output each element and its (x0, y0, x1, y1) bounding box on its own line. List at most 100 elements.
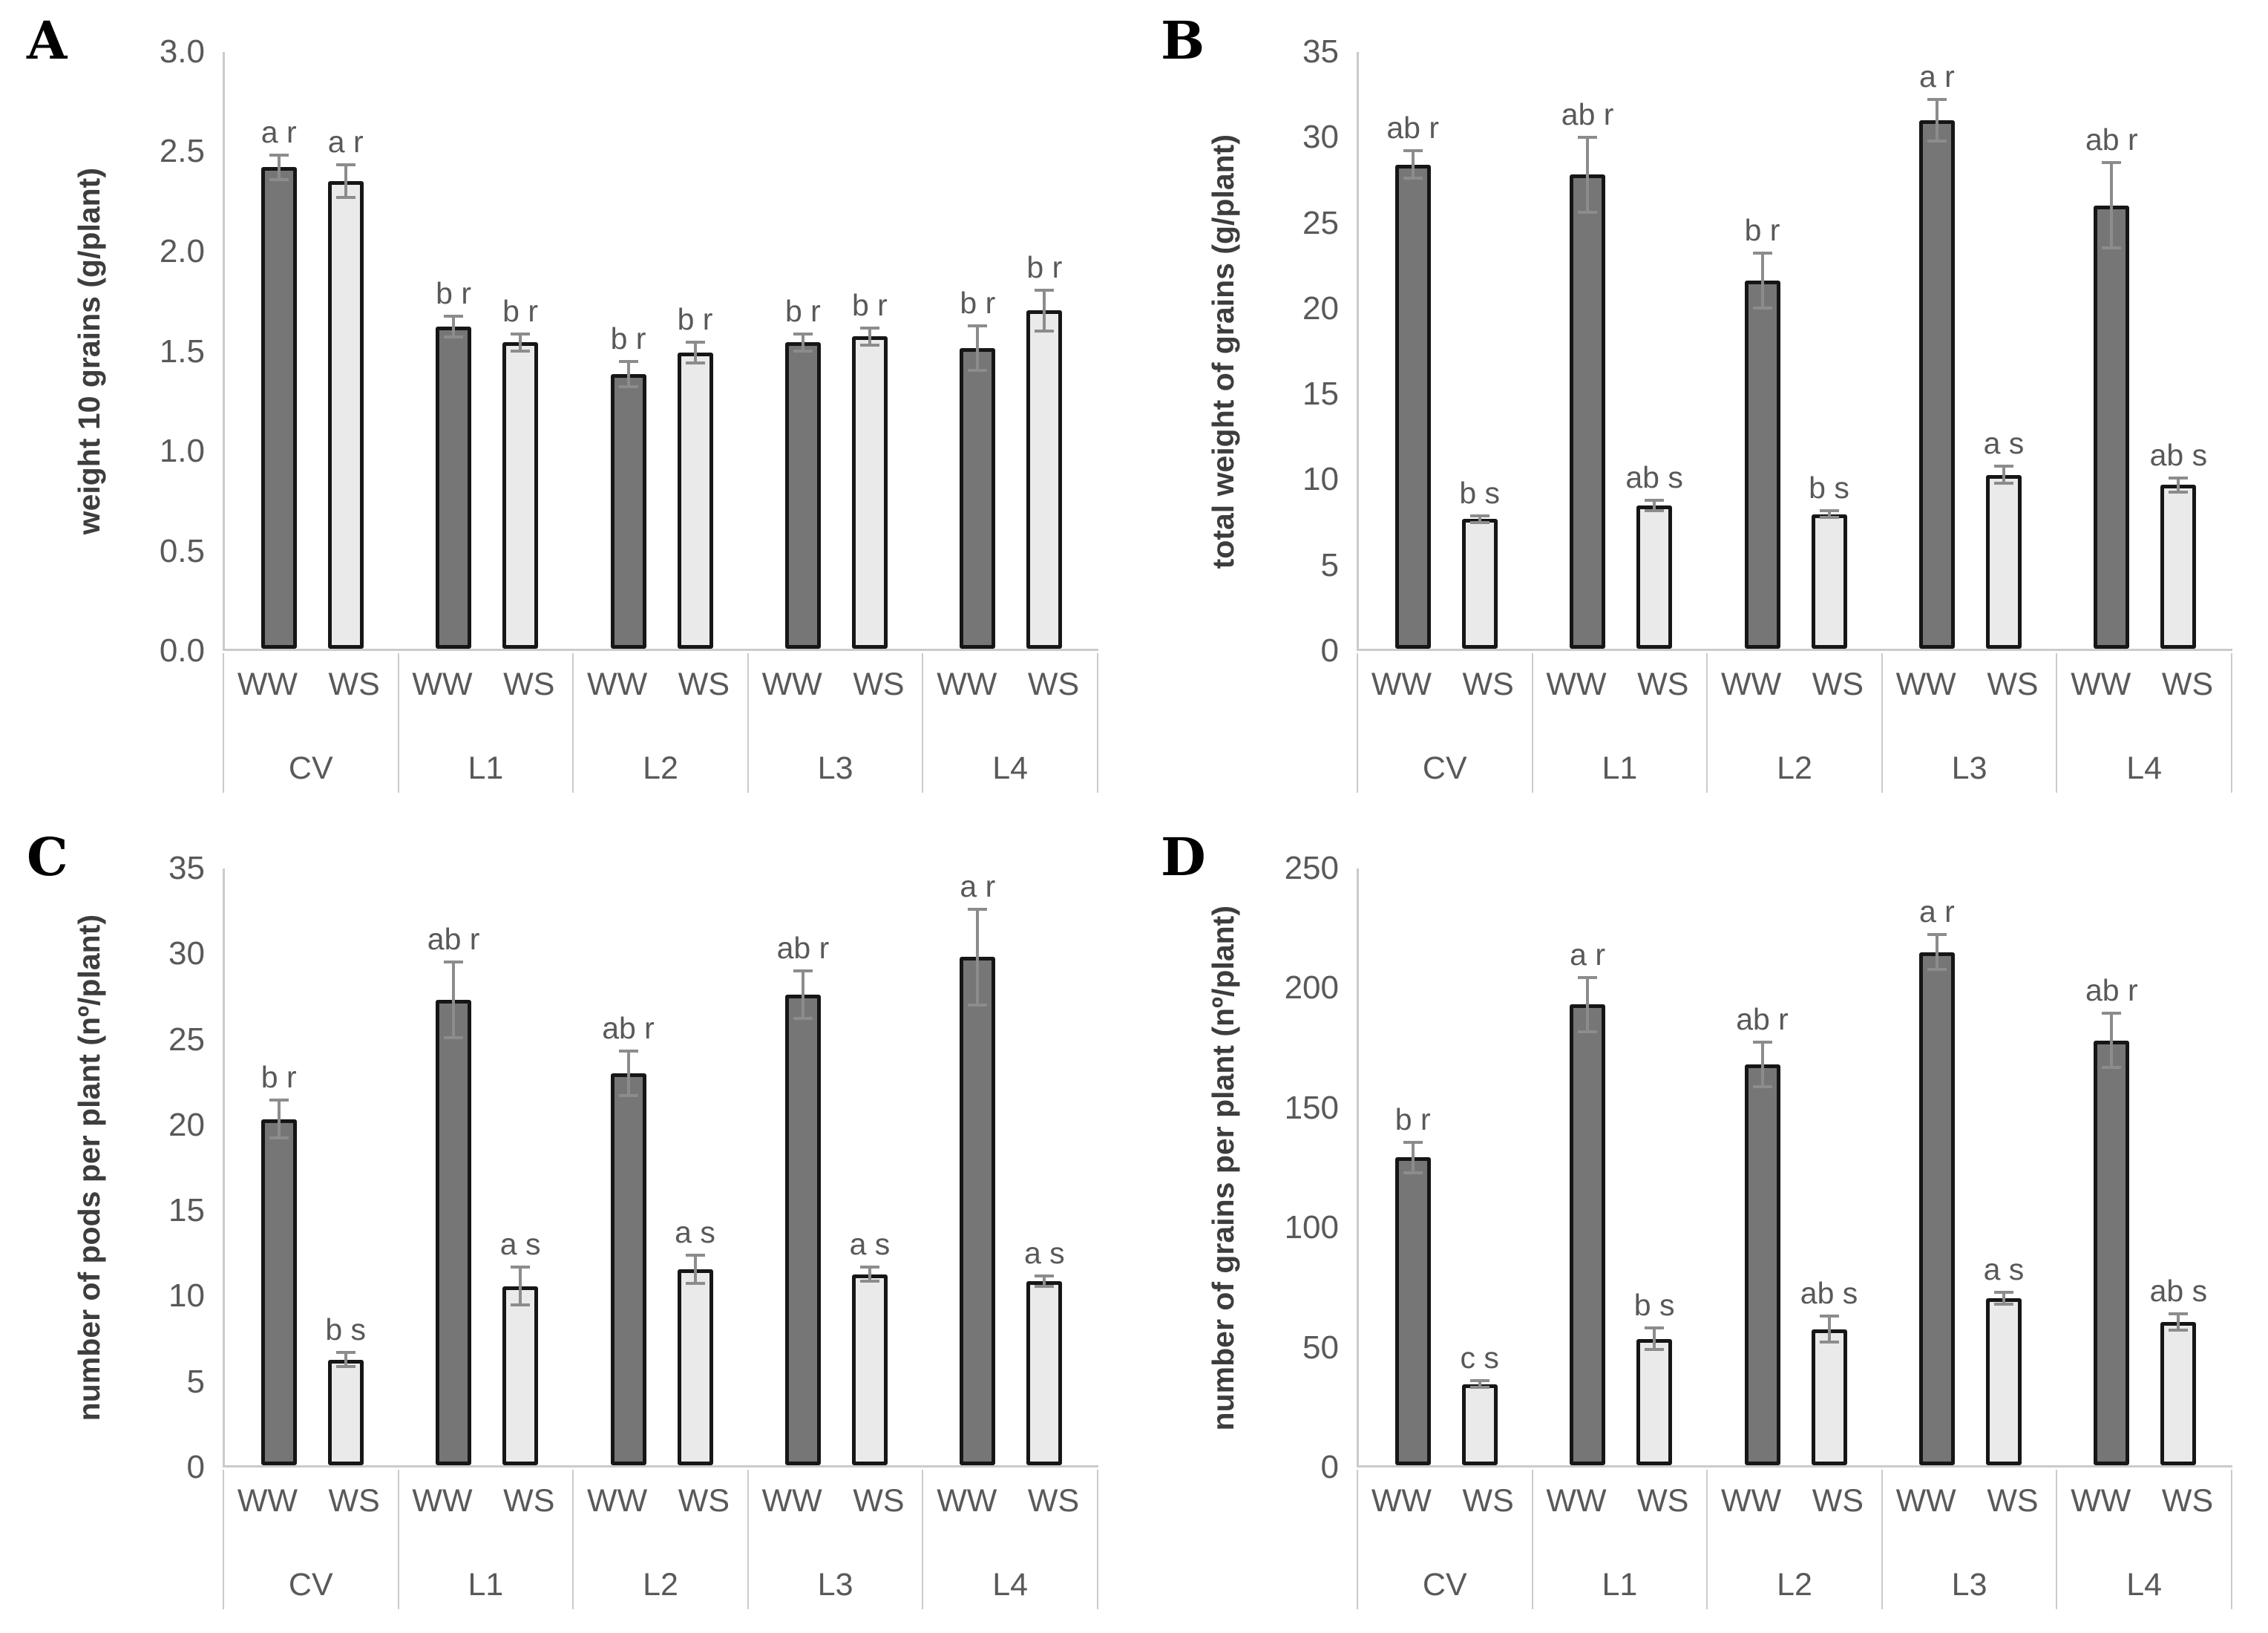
error-bar-cap-bottom (968, 1004, 988, 1007)
error-bar-line (1760, 251, 1764, 310)
error-bar-cap-top (1469, 1379, 1489, 1383)
error-bar-line (1653, 1326, 1656, 1351)
error-bar (1991, 464, 2016, 485)
error-bar-line (1043, 288, 1046, 333)
group-label-l2: L2 (643, 1567, 678, 1603)
group-label-l3: L3 (817, 750, 853, 786)
error-bar (441, 314, 466, 338)
y-tick-label: 1.0 (159, 432, 205, 469)
error-bar-cap-bottom (511, 1303, 531, 1307)
significance-label: ab s (2149, 1274, 2208, 1309)
condition-label-row: WW WS (399, 667, 573, 703)
plot-area: ab r b s ab r ab s b r b s a r a s ab r ab s (1357, 52, 2232, 651)
error-bar (333, 163, 358, 200)
error-bar-cap-bottom (1035, 1285, 1055, 1289)
error-bar (683, 340, 708, 364)
error-bar (1642, 1326, 1667, 1351)
error-bar-line (2177, 1312, 2180, 1332)
error-bar-cap-bottom (269, 178, 289, 182)
condition-label-row: WW WS (1883, 667, 2056, 703)
error-bar (683, 1254, 708, 1285)
x-axis-labels: WW WS CV WW WS L1 WW WS L2 WW WS L3 WW WS L4 (223, 1470, 1098, 1609)
error-bar-cap-bottom (1403, 1171, 1423, 1174)
error-bar-cap-top (444, 314, 464, 318)
error-bar-cap-top (1035, 1274, 1055, 1277)
condition-label-ww: WW (237, 667, 298, 702)
significance-label: b r (1394, 1102, 1431, 1136)
error-bar-line (801, 969, 804, 1021)
bar-l3-ws (851, 1274, 888, 1465)
error-bar-cap-top (1993, 464, 2013, 468)
error-bar-line (452, 314, 456, 338)
error-bar (1750, 1040, 1775, 1088)
error-bar-cap-top (444, 961, 464, 964)
significance-label: b s (1809, 470, 1849, 505)
error-bar (2166, 477, 2191, 494)
error-bar-cap-bottom (1819, 1340, 1839, 1344)
condition-label-row: WW WS (574, 667, 747, 703)
condition-label-ww: WW (761, 667, 822, 702)
bar-cv-ww (1394, 1157, 1431, 1465)
error-bar (790, 969, 816, 1021)
significance-label: a r (327, 125, 364, 160)
condition-label-ww: WW (587, 1483, 648, 1519)
bar-l1-ww (436, 326, 472, 649)
bar-group-l4: a r a s (924, 868, 1098, 1465)
error-bar-cap-bottom (1927, 968, 1947, 972)
condition-label-ww: WW (2071, 667, 2131, 702)
error-bar-line (976, 907, 980, 1007)
error-bar-cap-bottom (618, 384, 638, 388)
error-bar (266, 153, 292, 182)
error-bar-line (693, 340, 697, 364)
y-tick-label: 1.5 (159, 333, 205, 370)
error-bar (1400, 1140, 1426, 1174)
bar-l3-ww (784, 995, 821, 1465)
bar-l2-ws (677, 1269, 713, 1465)
plot-area: b r c s a r b s ab r ab s a r a s ab r ab s (1357, 868, 2232, 1467)
error-bar-line (1043, 1274, 1046, 1289)
bar-cell-l4-ww: a r (960, 868, 996, 1465)
bar-cell-l2-ws: ab s (1800, 868, 1858, 1465)
significance-label: a r (1918, 59, 1955, 94)
error-bar-line (801, 332, 804, 353)
condition-label-row: WW WS (1358, 667, 1532, 703)
error-bar (965, 907, 990, 1007)
error-bar (1817, 508, 1842, 520)
condition-label-ws: WS (503, 1483, 555, 1519)
group-label-l4: L4 (2126, 1567, 2163, 1603)
y-axis-ticks: 35 30 25 20 15 10 5 0 (1222, 36, 1339, 667)
significance-label: b r (502, 293, 539, 328)
bar-cell-l3-ws: a s (1983, 52, 2025, 649)
bar-cell-cv-ws: a r (327, 52, 364, 649)
condition-label-row: WW WS (224, 667, 398, 703)
error-bar-cap-top (1578, 975, 1598, 979)
condition-label-row: WW WS (923, 667, 1097, 703)
condition-label-ww: WW (587, 667, 648, 702)
bar-group-l2: b r b s (1708, 52, 1883, 649)
error-bar (1575, 975, 1600, 1033)
significance-label: a s (1983, 425, 2025, 460)
error-bar-line (1586, 135, 1590, 215)
x-group-cell-l1: WW WS L1 (399, 653, 574, 793)
y-tick-label: 10 (1302, 461, 1339, 498)
condition-label-ww: WW (412, 667, 473, 702)
x-group-cell-l2: WW WS L2 (574, 653, 749, 793)
bar-cell-l4-ws: b r (1026, 52, 1063, 649)
error-bar-cap-bottom (444, 335, 464, 338)
significance-label: ab r (602, 1010, 655, 1045)
condition-label-ws: WS (1637, 1483, 1689, 1519)
condition-label-row: WW WS (1708, 1483, 1881, 1519)
error-bar-cap-top (1927, 932, 1947, 936)
bar-cell-l4-ww: b r (960, 52, 996, 649)
error-bar-cap-top (618, 360, 638, 364)
significance-label: b r (1744, 212, 1780, 247)
error-bar-line (519, 1266, 522, 1307)
error-bar-line (344, 1351, 347, 1369)
condition-label-ws: WS (1027, 667, 1080, 702)
bar-l4-ww (2094, 1040, 2130, 1465)
significance-label: b s (1459, 475, 1501, 510)
y-tick-label: 25 (1302, 204, 1339, 241)
error-bar-line (693, 1254, 697, 1285)
x-group-cell-cv: WW WS CV (223, 653, 399, 793)
group-label-l2: L2 (1777, 1567, 1812, 1603)
